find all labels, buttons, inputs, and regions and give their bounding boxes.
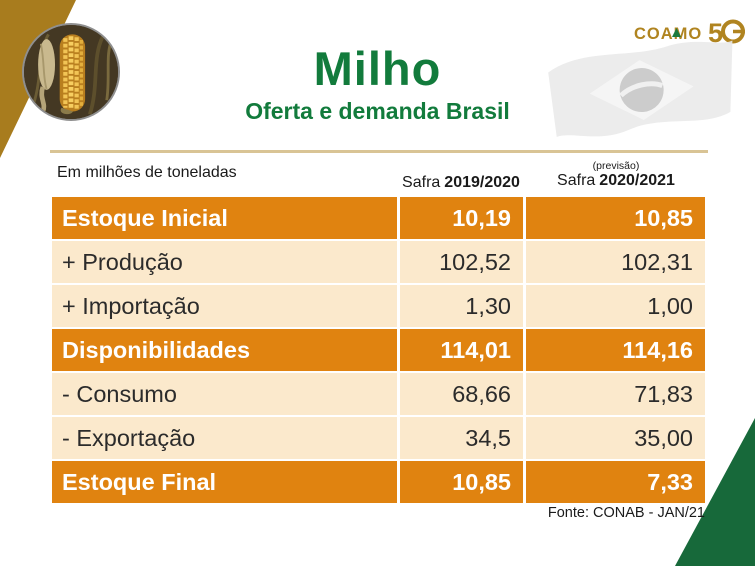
row-value-2019-2020: 34,5 [400,417,523,459]
column-header-safra-2019-2020: Safra 2019/2020 [386,174,536,192]
table-row-importacao: + Importação 1,30 1,00 [52,285,705,327]
row-value-2020-2021: 102,31 [526,241,705,283]
page-subtitle: Oferta e demanda Brasil [245,98,510,125]
coamo-logo-50-digit: 5 [708,18,723,48]
coamo-logo-green-triangle [672,28,681,37]
table-row-producao: + Produção 102,52 102,31 [52,241,705,283]
corn-photo-illustration [24,25,118,119]
row-value-2019-2020: 68,66 [400,373,523,415]
row-value-2020-2021: 1,00 [526,285,705,327]
row-label: Estoque Final [52,461,397,503]
coamo-logo: COAMO 5 [632,15,750,51]
title-divider-line [50,150,708,153]
safra-prefix: Safra [402,174,441,191]
table-row-disponibilidades: Disponibilidades 114,01 114,16 [52,329,705,371]
column-header-safra-2020-2021: (previsão) Safra 2020/2021 [516,160,716,190]
row-value-2020-2021: 10,85 [526,197,705,239]
flag-globe-band [619,81,664,98]
row-value-2019-2020: 10,85 [400,461,523,503]
table-row-consumo: - Consumo 68,66 71,83 [52,373,705,415]
row-label: - Exportação [52,417,397,459]
row-value-2020-2021: 7,33 [526,461,705,503]
row-label: Estoque Inicial [52,197,397,239]
table-row-exportacao: - Exportação 34,5 35,00 [52,417,705,459]
coamo-logo-text: COAMO [634,25,702,43]
brazil-flag-watermark [536,36,748,154]
row-label: + Produção [52,241,397,283]
table-row-estoque-final: Estoque Final 10,85 7,33 [52,461,705,503]
row-value-2020-2021: 114,16 [526,329,705,371]
units-label: Em milhões de toneladas [57,164,237,181]
title-block: Milho Oferta e demanda Brasil [120,42,635,125]
row-value-2020-2021: 35,00 [526,417,705,459]
row-label: + Importação [52,285,397,327]
row-value-2019-2020: 114,01 [400,329,523,371]
row-label: Disponibilidades [52,329,397,371]
safra-year: 2019/2020 [444,174,520,191]
flag-globe [619,68,664,113]
row-value-2020-2021: 71,83 [526,373,705,415]
page-title: Milho [313,42,442,95]
safra-prefix: Safra [557,172,596,190]
row-value-2019-2020: 10,19 [400,197,523,239]
supply-demand-table: Estoque Inicial 10,19 10,85 + Produção 1… [52,197,705,503]
safra-year: 2020/2021 [599,172,675,190]
forecast-note: (previsão) [592,160,640,172]
row-value-2019-2020: 102,52 [400,241,523,283]
table-row-estoque-inicial: Estoque Inicial 10,19 10,85 [52,197,705,239]
corn-photo [22,23,120,121]
row-value-2019-2020: 1,30 [400,285,523,327]
source-attribution: Fonte: CONAB - JAN/21 [547,505,705,521]
row-label: - Consumo [52,373,397,415]
